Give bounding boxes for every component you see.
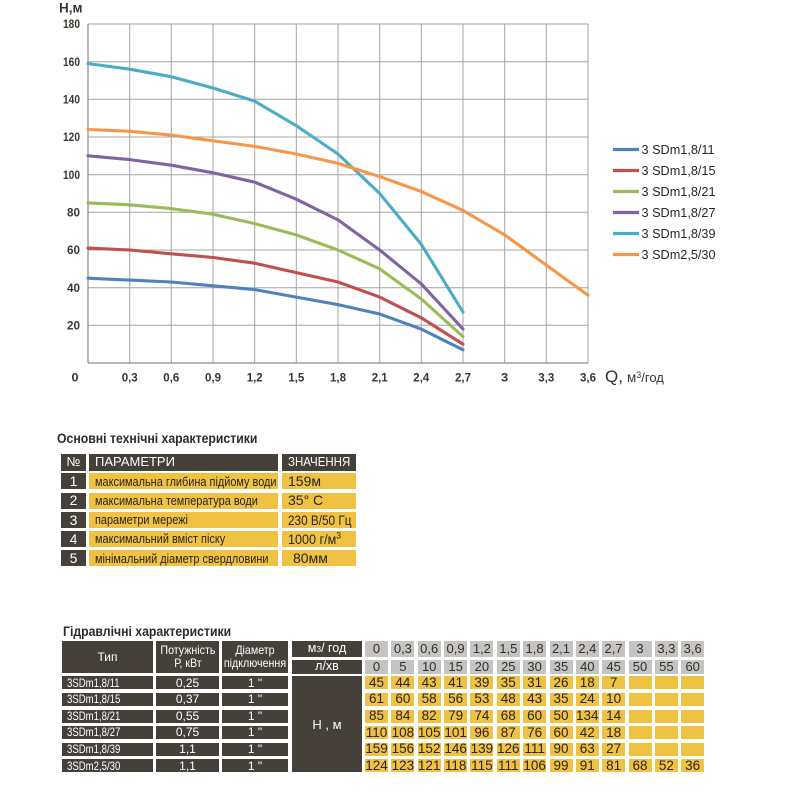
svg-text:0: 0 — [72, 371, 79, 385]
svg-text:1,8: 1,8 — [330, 371, 346, 385]
svg-text:3,3: 3,3 — [538, 371, 554, 385]
svg-text:Н,м: Н,м — [59, 1, 83, 16]
svg-text:140: 140 — [63, 93, 80, 107]
svg-text:0,3: 0,3 — [122, 371, 138, 385]
svg-text:20: 20 — [67, 319, 80, 333]
svg-text:2,7: 2,7 — [455, 371, 471, 385]
svg-text:3,6: 3,6 — [580, 371, 596, 385]
svg-text:40: 40 — [67, 281, 80, 295]
svg-text:3 SDm1,8/11: 3 SDm1,8/11 — [642, 143, 715, 157]
svg-text:м3/год: м3/год — [627, 370, 664, 385]
svg-text:60: 60 — [67, 243, 80, 257]
svg-text:3 SDm1,8/27: 3 SDm1,8/27 — [642, 206, 716, 220]
svg-text:3 SDm2,5/30: 3 SDm2,5/30 — [642, 248, 716, 262]
svg-text:3: 3 — [501, 371, 508, 385]
svg-text:160: 160 — [63, 55, 80, 69]
svg-text:0,6: 0,6 — [163, 371, 179, 385]
svg-text:100: 100 — [63, 168, 80, 182]
svg-text:3 SDm1,8/21: 3 SDm1,8/21 — [642, 185, 716, 199]
svg-text:2,4: 2,4 — [413, 371, 429, 385]
svg-text:80: 80 — [67, 206, 80, 220]
svg-text:3 SDm1,8/39: 3 SDm1,8/39 — [642, 227, 716, 241]
svg-text:1,5: 1,5 — [288, 371, 304, 385]
svg-text:0,9: 0,9 — [205, 371, 221, 385]
svg-text:3 SDm1,8/15: 3 SDm1,8/15 — [642, 164, 716, 178]
svg-text:180: 180 — [63, 17, 80, 31]
svg-text:Q,: Q, — [605, 367, 623, 386]
svg-text:120: 120 — [63, 130, 80, 144]
svg-text:1,2: 1,2 — [247, 371, 263, 385]
svg-text:2,1: 2,1 — [372, 371, 388, 385]
